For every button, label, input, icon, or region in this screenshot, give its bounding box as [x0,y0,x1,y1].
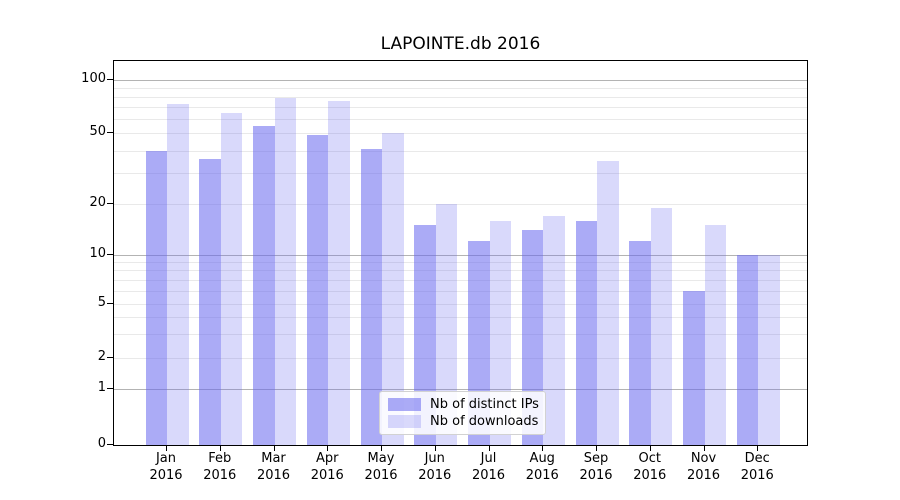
y-tick-mark [107,132,113,134]
x-tick-label-oct: Oct 2016 [633,451,667,483]
x-tick-mark [649,445,651,451]
x-tick-mark [757,445,759,451]
gridline-minor [114,173,807,174]
y-tick-mark [107,203,113,205]
gridline-minor [114,150,807,152]
y-tick-label: 2 [97,348,106,364]
x-tick-mark [273,445,275,451]
legend-swatch-downloads-icon [388,415,421,428]
bar-nb-of-distinct-ips-may [360,148,382,445]
bar-nb-of-downloads-apr [328,101,350,445]
gridline-minor [114,290,807,292]
bar-nb-of-distinct-ips-jan [145,150,167,445]
x-tick-mark [219,445,221,451]
gridline-major [114,254,807,256]
x-tick-mark [488,445,490,451]
x-tick-label-dec: Dec 2016 [740,451,774,483]
legend: Nb of distinct IPs Nb of downloads [379,391,546,435]
x-tick-mark [542,445,544,451]
y-tick-mark [107,302,113,304]
bar-nb-of-distinct-ips-oct [629,241,651,445]
gridline-minor [114,333,807,335]
gridline-minor [114,204,807,206]
x-tick-label-jan: Jan 2016 [149,451,183,483]
x-tick-mark [166,445,167,451]
gridline-minor [114,133,807,135]
gridline-minor [114,316,807,318]
y-tick-label: 1 [97,379,106,395]
gridline-minor [114,119,807,121]
gridline-minor [114,303,807,305]
y-tick-label: 5 [97,294,106,310]
plot-area [113,60,808,446]
bar-nb-of-distinct-ips-sep [575,220,597,445]
gridline-major [114,388,807,390]
gridline-minor [114,279,807,281]
y-tick-label: 50 [89,124,106,140]
legend-item-downloads: Nb of downloads [388,413,539,430]
legend-item-distinct-ips: Nb of distinct IPs [388,396,539,413]
legend-label-downloads: Nb of downloads [430,414,539,429]
chart-title: LAPOINTE.db 2016 [380,34,541,54]
bar-nb-of-downloads-feb [220,113,243,445]
bar-nb-of-downloads-sep [597,161,619,445]
gridline-minor [114,357,807,359]
bar-nb-of-distinct-ips-apr [306,135,329,445]
x-tick-mark [596,445,597,451]
y-tick-label: 0 [97,436,106,451]
bar-nb-of-downloads-jul [489,220,511,445]
x-tick-label-feb: Feb 2016 [203,451,237,483]
bar-nb-of-downloads-jan [167,104,189,445]
bar-nb-of-downloads-jun [435,204,458,445]
x-tick-mark [381,445,382,451]
gridline-minor [114,97,807,99]
bar-nb-of-distinct-ips-mar [253,126,275,445]
legend-swatch-distinct-ips-icon [388,398,421,411]
x-tick-mark [434,445,436,451]
y-tick-mark [107,444,113,445]
bar-nb-of-downloads-nov [704,225,726,445]
bar-nb-of-downloads-mar [274,98,296,445]
gridline-minor [114,262,807,264]
bar-nb-of-downloads-aug [543,216,565,445]
x-tick-label-sep: Sep 2016 [579,451,613,483]
x-tick-mark [327,445,329,451]
legend-label-distinct-ips: Nb of distinct IPs [430,397,539,412]
x-tick-label-aug: Aug 2016 [525,451,559,483]
x-tick-label-jul: Jul 2016 [471,451,506,483]
x-tick-label-jun: Jun 2016 [418,451,452,483]
y-tick-mark [107,78,113,80]
gridline-minor [114,88,807,90]
bar-nb-of-distinct-ips-dec [736,254,759,445]
gridline-major [114,79,807,81]
x-tick-label-nov: Nov 2016 [686,451,721,483]
x-tick-label-mar: Mar 2016 [256,451,291,483]
gridline-minor [114,270,807,272]
bar-nb-of-downloads-oct [650,208,673,445]
gridline-minor [114,107,807,109]
y-tick-mark [107,253,113,255]
bar-nb-of-downloads-may [382,133,404,445]
y-tick-mark [107,387,113,389]
y-tick-label: 100 [81,70,106,86]
bar-nb-of-distinct-ips-nov [683,290,705,445]
bar-nb-of-distinct-ips-feb [199,158,221,445]
y-tick-label: 10 [89,245,106,261]
y-tick-label: 20 [89,195,106,211]
x-tick-label-may: May 2016 [364,451,398,483]
x-tick-mark [703,445,705,451]
bar-nb-of-downloads-dec [758,254,780,445]
bar-nb-of-distinct-ips-jun [414,225,436,445]
y-tick-mark [107,356,113,358]
x-tick-label-apr: Apr 2016 [310,451,344,483]
